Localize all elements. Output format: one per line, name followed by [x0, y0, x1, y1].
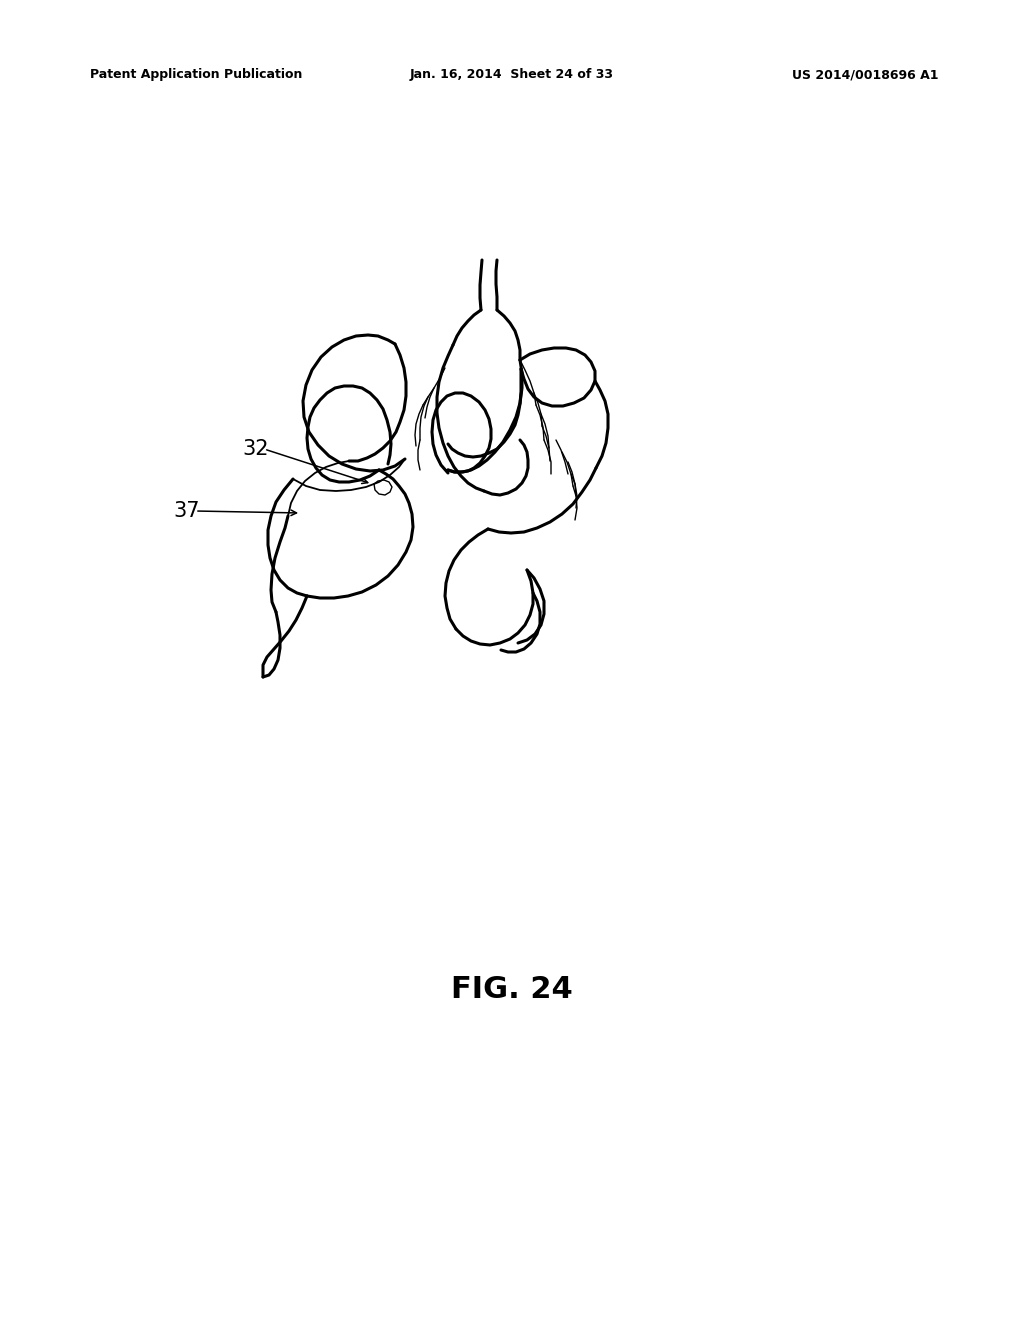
Text: Jan. 16, 2014  Sheet 24 of 33: Jan. 16, 2014 Sheet 24 of 33 — [410, 69, 614, 81]
Text: 37: 37 — [173, 502, 200, 521]
Text: FIG. 24: FIG. 24 — [452, 975, 572, 1005]
Text: 32: 32 — [242, 440, 268, 459]
Text: US 2014/0018696 A1: US 2014/0018696 A1 — [792, 69, 938, 81]
Text: Patent Application Publication: Patent Application Publication — [90, 69, 302, 81]
